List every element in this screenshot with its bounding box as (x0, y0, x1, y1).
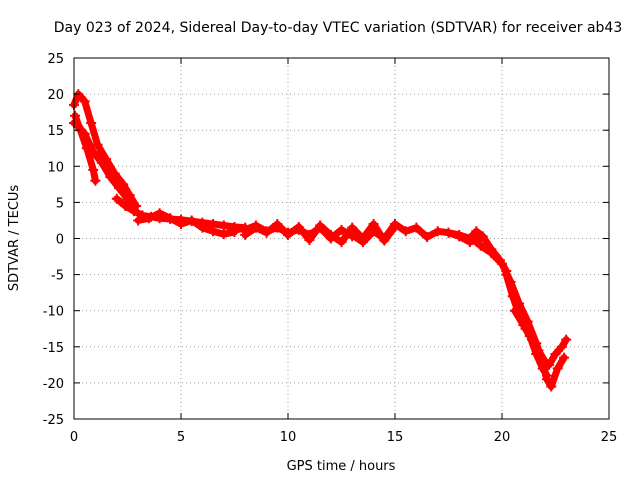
data-point (88, 164, 99, 175)
data-point (559, 352, 570, 363)
data-point (120, 201, 131, 212)
data-point (143, 213, 154, 224)
x-tick-label: 10 (280, 430, 297, 445)
y-tick-labels: -25 -20 -15 -10 -5 0 5 10 15 20 25 (43, 52, 64, 428)
data-point (411, 222, 422, 233)
data-point (544, 359, 555, 370)
data-point (133, 215, 144, 226)
data-point (400, 226, 411, 237)
data-point (541, 370, 552, 381)
data-point (250, 222, 261, 233)
data-point (550, 349, 561, 360)
data-series-layer (69, 89, 572, 392)
data-point (531, 349, 542, 360)
data-point (325, 229, 336, 240)
y-tick-label: -10 (43, 305, 64, 320)
data-point (477, 231, 488, 242)
data-point (128, 206, 139, 217)
data-point (475, 240, 486, 251)
data-point (486, 247, 497, 258)
data-point (197, 222, 208, 233)
y-tick-label: 25 (47, 52, 64, 67)
data-point (218, 220, 229, 231)
data-point (79, 128, 90, 139)
x-tick-label: 15 (387, 430, 404, 445)
data-point (113, 182, 124, 193)
y-tick-label: 10 (47, 160, 64, 175)
data-point (471, 226, 482, 237)
data-point (497, 258, 507, 269)
y-tick-label: 20 (47, 88, 64, 103)
data-point (105, 172, 116, 183)
data-point (357, 237, 368, 248)
series-line-1 (70, 90, 140, 210)
y-tick-label: -25 (43, 413, 64, 428)
data-point (422, 232, 433, 243)
y-axis-label: SDTVAR / TECUs (7, 185, 22, 292)
data-point (454, 229, 465, 240)
x-tick-label: 20 (494, 430, 511, 445)
data-point (501, 269, 512, 280)
data-point (240, 229, 251, 240)
data-point (552, 363, 563, 374)
data-point (336, 224, 347, 235)
data-point (518, 320, 529, 331)
data-point (96, 157, 107, 168)
series-line-5 (134, 209, 238, 238)
data-point (165, 213, 176, 224)
data-point (79, 96, 90, 107)
data-point (347, 229, 358, 240)
data-point (336, 237, 347, 248)
data-point (537, 363, 548, 374)
data-point (443, 227, 454, 238)
grid-lines (74, 58, 609, 419)
data-point (70, 110, 81, 121)
y-tick-label: 5 (56, 196, 64, 211)
data-point (218, 229, 229, 240)
data-point (546, 381, 557, 392)
data-point (368, 226, 379, 237)
data-point (315, 220, 326, 231)
data-point (432, 226, 443, 237)
data-point (111, 193, 122, 204)
data-point (561, 334, 572, 345)
data-point (92, 139, 103, 150)
data-point (390, 219, 400, 230)
data-point (283, 229, 293, 240)
data-point (507, 291, 518, 302)
data-point (90, 175, 101, 186)
y-tick-label: 15 (47, 124, 64, 139)
data-point (556, 341, 567, 352)
x-tick-label: 5 (177, 430, 185, 445)
data-point (208, 226, 219, 237)
data-point (379, 233, 390, 244)
x-tick-labels: 0 5 10 15 20 25 (70, 430, 617, 445)
data-point (524, 330, 535, 341)
y-tick-label: -20 (43, 377, 64, 392)
data-point (293, 221, 304, 232)
x-axis-label: GPS time / hours (287, 459, 396, 474)
chart-title: Day 023 of 2024, Sidereal Day-to-day VTE… (54, 20, 623, 36)
data-point (229, 222, 240, 233)
data-point (186, 215, 197, 226)
data-point (86, 117, 97, 128)
data-point (467, 233, 478, 244)
axis-ticks (73, 57, 610, 420)
y-tick-label: -15 (43, 341, 64, 356)
data-point (304, 234, 315, 245)
y-tick-label: 0 (56, 233, 64, 248)
x-tick-label: 0 (70, 430, 78, 445)
data-point (154, 208, 165, 219)
data-point (509, 305, 520, 316)
x-tick-label: 25 (601, 430, 618, 445)
data-point (261, 227, 272, 238)
data-point (176, 219, 186, 230)
data-point (272, 219, 283, 230)
y-tick-label: -5 (51, 269, 64, 284)
data-point (122, 193, 133, 204)
data-point (88, 146, 99, 157)
